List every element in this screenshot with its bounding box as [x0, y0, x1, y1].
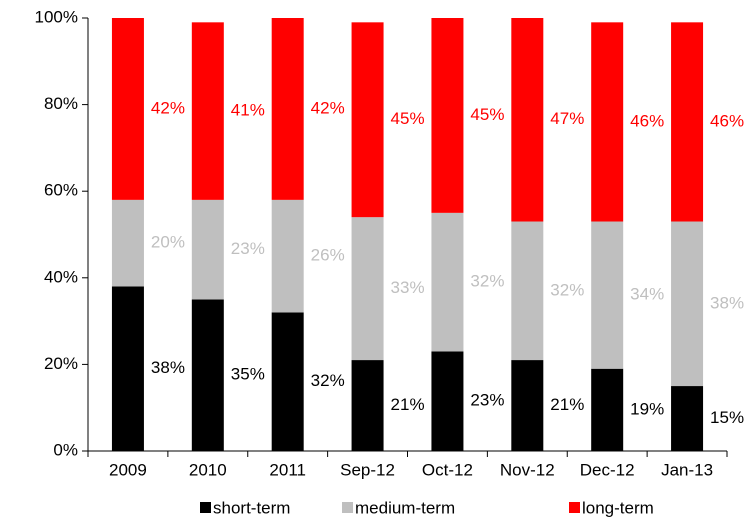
x-tick-label: Oct-12 [422, 460, 473, 479]
value-label: 45% [391, 109, 425, 128]
bar-segment [351, 217, 384, 361]
value-label: 33% [391, 278, 425, 297]
y-tick-label: 60% [44, 181, 78, 200]
value-label-bg [226, 99, 269, 124]
bar-segment [591, 221, 624, 369]
value-label-bg [546, 393, 589, 418]
value-label: 47% [550, 109, 584, 128]
value-label: 35% [231, 365, 265, 384]
value-label-bg [226, 237, 269, 262]
bar-segment [351, 22, 384, 218]
x-tick-label: Dec-12 [580, 460, 635, 479]
value-label-bg [146, 96, 189, 121]
value-label: 46% [710, 111, 744, 130]
y-tick-label: 0% [53, 440, 78, 459]
bar-segment [271, 18, 304, 200]
value-label: 46% [630, 111, 664, 130]
value-label: 38% [151, 358, 185, 377]
bar-segment [111, 199, 144, 287]
legend-swatch [200, 502, 211, 513]
bar-segment [191, 199, 224, 300]
bar-segment [271, 312, 304, 451]
value-label-bg [466, 270, 509, 295]
value-label-bg [146, 231, 189, 256]
value-label-bg [706, 291, 745, 316]
x-tick-label: 2009 [109, 460, 147, 479]
value-label-bg [306, 369, 349, 394]
value-label: 23% [470, 391, 504, 410]
value-label-bg [706, 406, 745, 431]
value-label: 15% [710, 408, 744, 427]
legend-swatch [569, 502, 580, 513]
value-label-bg [386, 276, 429, 301]
x-tick-label: 2010 [189, 460, 227, 479]
legend-label: long-term [582, 498, 654, 517]
x-tick-label: Jan-13 [661, 460, 713, 479]
bar-segment [191, 299, 224, 451]
value-label: 21% [391, 395, 425, 414]
bar-segment [111, 286, 144, 451]
legend-label: medium-term [355, 498, 455, 517]
value-label: 26% [311, 246, 345, 265]
value-label: 21% [550, 395, 584, 414]
bar-segment [431, 351, 464, 451]
x-tick-label: 2011 [269, 460, 306, 479]
bar-segment [351, 360, 384, 451]
value-label-bg [626, 109, 669, 134]
bar-segment [591, 22, 624, 222]
value-label-bg [386, 393, 429, 418]
bar-segment [431, 212, 464, 352]
bar-segment [671, 386, 704, 451]
value-label: 32% [311, 371, 345, 390]
value-label-bg [466, 103, 509, 128]
value-label: 34% [630, 285, 664, 304]
value-label-bg [466, 389, 509, 414]
value-label: 20% [151, 233, 185, 252]
bar-segment [431, 18, 464, 213]
bar-segment [511, 18, 544, 222]
bar-segment [271, 199, 304, 313]
value-label-bg [626, 397, 669, 422]
y-tick-label: 40% [44, 267, 78, 286]
bar-segment [511, 360, 544, 451]
value-label: 45% [470, 105, 504, 124]
value-label: 32% [470, 272, 504, 291]
value-label-bg [306, 244, 349, 269]
y-tick-label: 80% [44, 94, 78, 113]
bar-segment [671, 221, 704, 387]
value-label-bg [626, 283, 669, 308]
value-label-bg [546, 278, 589, 303]
bar-segment [511, 221, 544, 361]
value-label: 41% [231, 101, 265, 120]
value-label-bg [226, 363, 269, 388]
value-label-bg [146, 356, 189, 381]
legend-swatch [342, 502, 353, 513]
value-label-bg [386, 107, 429, 132]
x-tick-label: Sep-12 [340, 460, 395, 479]
value-label-bg [306, 96, 349, 121]
bar-segment [671, 22, 704, 222]
legend-label: short-term [213, 498, 290, 517]
value-label: 38% [710, 293, 744, 312]
value-label-bg [706, 109, 745, 134]
bar-segment [191, 22, 224, 200]
value-label: 42% [151, 98, 185, 117]
value-label: 23% [231, 239, 265, 258]
value-label: 19% [630, 399, 664, 418]
y-tick-label: 100% [35, 7, 78, 26]
bar-segment [591, 368, 624, 451]
value-label: 42% [311, 98, 345, 117]
value-label-bg [546, 107, 589, 132]
value-label: 32% [550, 280, 584, 299]
x-tick-label: Nov-12 [500, 460, 555, 479]
bar-segment [111, 18, 144, 200]
y-tick-label: 20% [44, 354, 78, 373]
